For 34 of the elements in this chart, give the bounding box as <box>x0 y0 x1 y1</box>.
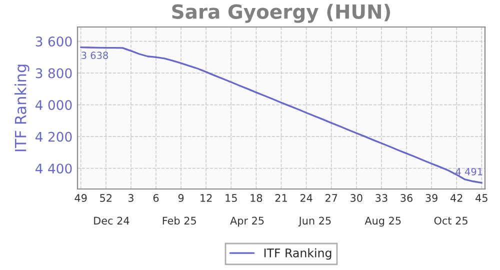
x-tick-label: 15 <box>226 194 237 202</box>
x-tick-label: 18 <box>250 194 262 202</box>
y-tick-label: 4 000 <box>36 100 72 110</box>
x-tick-label: 36 <box>400 194 412 202</box>
line-series <box>80 46 482 184</box>
x-tick-label: 6 <box>153 194 159 202</box>
x-tick-label: 21 <box>275 194 287 202</box>
x-tick-label: 3 <box>128 194 134 202</box>
text: Apr 25 <box>230 216 264 227</box>
x-tick-label: 49 <box>74 194 87 202</box>
x-tick-label: 9 <box>178 194 184 202</box>
y-tick-label: 4 200 <box>36 132 72 142</box>
y-tick-label: 3 800 <box>36 68 72 78</box>
x-tick-label: 30 <box>350 194 362 202</box>
x-tick-label: 42 <box>450 194 462 202</box>
text: Aug 25 <box>364 216 401 227</box>
legend-label: ITF Ranking <box>264 248 332 260</box>
text: Feb 25 <box>162 216 196 225</box>
y-tick-label: 4 400 <box>36 164 72 174</box>
y-tick-label: 3 600 <box>36 36 72 46</box>
text: Oct 25 <box>434 216 468 225</box>
text: Dec 24 <box>94 216 130 225</box>
x-tick-label: 27 <box>325 194 338 202</box>
x-tick-label: 39 <box>426 194 438 202</box>
data-label: 4 491 <box>456 168 482 176</box>
x-tick-label: 12 <box>200 194 212 202</box>
x-tick-label: 45 <box>476 194 488 202</box>
y-axis-title: ITF Ranking <box>14 64 30 152</box>
x-tick-label: 52 <box>100 194 112 202</box>
x-tick-label: 24 <box>300 194 312 202</box>
chart-title: Sara Gyoergy (HUN) <box>172 4 390 23</box>
text: Jun 25 <box>298 216 331 227</box>
x-tick-label: 33 <box>376 194 388 202</box>
data-label: 3 638 <box>82 52 108 60</box>
